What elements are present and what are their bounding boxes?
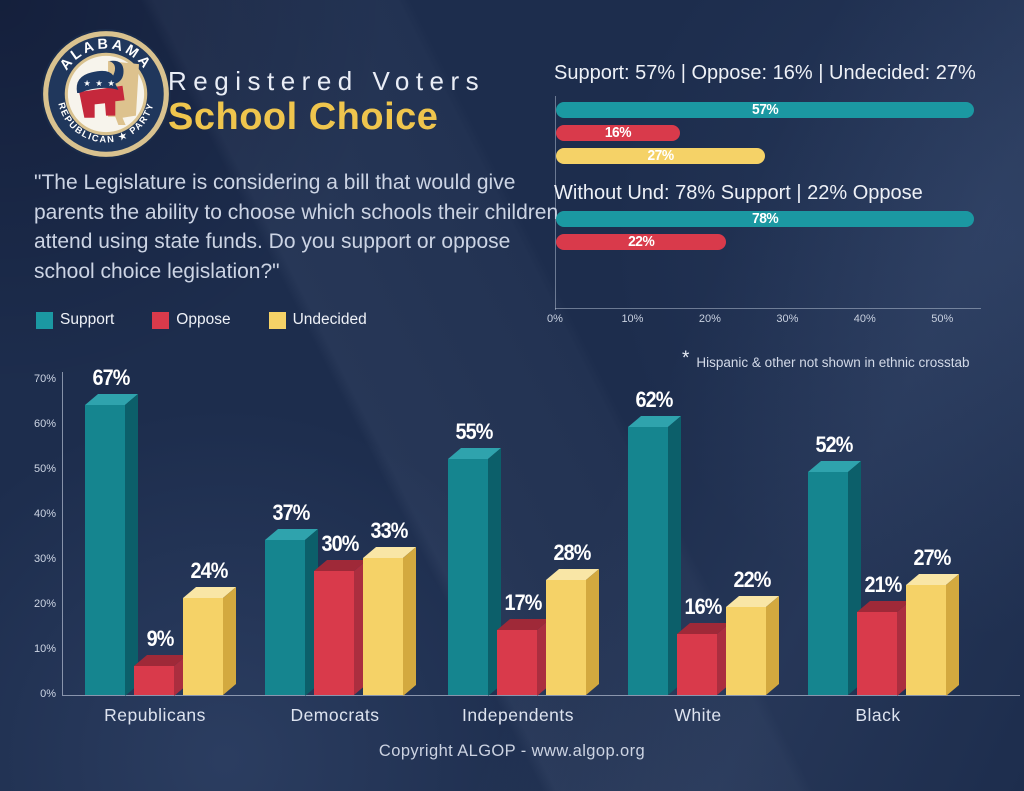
mini-chart-x-tick: 40% (853, 313, 876, 325)
oppose-swatch-icon (152, 311, 170, 329)
mini-bar-undecided: 27% (556, 147, 766, 164)
bar-value-label: 37% (272, 499, 311, 525)
bar-value-label: 9% (146, 625, 175, 651)
main-chart-y-tick: 60% (33, 418, 56, 430)
bar-value-label: 33% (370, 517, 409, 543)
mini-chart-x-tick: 20% (698, 313, 721, 325)
category-label-republicans: Republicans (104, 705, 206, 725)
bar-value-label: 55% (455, 418, 494, 444)
mini-bar-value-label: 78% (752, 210, 779, 227)
report-kicker: Registered Voters (168, 66, 486, 96)
mini-bar-support: 78% (556, 210, 975, 227)
bar-side-face (223, 586, 236, 695)
bar-republicans-oppose (134, 654, 188, 695)
bar-black-undecided (906, 573, 960, 695)
mini-bar-value-label: 22% (628, 233, 655, 250)
page-title: School Choice (168, 96, 439, 138)
bar-independents-oppose (497, 618, 551, 695)
bar-value-label: 16% (684, 594, 723, 619)
main-chart-y-tick: 30% (33, 553, 56, 565)
main-chart-y-tick: 20% (33, 598, 56, 610)
footnote-text: Hispanic & other not shown in ethnic cro… (696, 355, 970, 370)
bar-value-label: 62% (635, 387, 674, 412)
mini-chart-x-axis (555, 308, 981, 309)
legend-item-oppose: Oppose (152, 311, 231, 329)
category-label-independents: Independents (461, 705, 575, 725)
main-chart-y-tick: 10% (33, 643, 56, 655)
crosstab-footnote: * Hispanic & other not shown in ethnic c… (682, 348, 970, 374)
legend-label: Undecided (292, 311, 367, 328)
category-label-black: Black (855, 705, 901, 725)
bar-value-label: 67% (92, 364, 131, 390)
bar-black-oppose (857, 600, 911, 695)
mini-bar-value-label: 27% (647, 147, 674, 164)
bar-side-face (403, 546, 416, 695)
category-label-democrats: Democrats (290, 705, 380, 725)
bar-value-label: 52% (815, 432, 854, 457)
copyright-footer: Copyright ALGOP - www.algop.org (378, 742, 646, 760)
chart-legend: Support Oppose Undecided (36, 311, 367, 329)
mini-bar-value-label: 16% (604, 124, 632, 141)
mini-chart-x-tick: 0% (547, 313, 563, 325)
legend-item-support: Support (36, 311, 114, 329)
mini-chart: Support: 57% | Oppose: 16% | Undecided: … (547, 62, 1000, 340)
bar-white-undecided (726, 595, 780, 695)
bar-side-face (766, 595, 779, 695)
bar-value-label: 22% (733, 567, 772, 592)
bar-democrats-undecided (363, 546, 417, 695)
bar-value-label: 24% (190, 558, 229, 583)
bar-independents-undecided (546, 568, 600, 695)
support-swatch-icon (36, 311, 53, 329)
bar-value-label: 27% (913, 544, 952, 570)
mini-bar-oppose: 22% (556, 233, 727, 250)
bar-value-label: 30% (321, 531, 360, 556)
mini-chart-x-tick: 30% (776, 313, 799, 325)
bar-white-oppose (677, 622, 731, 695)
main-chart-y-tick: 0% (40, 688, 56, 700)
main-chart-x-axis (62, 695, 1020, 696)
main-chart-y-tick: 40% (33, 508, 56, 520)
mini-chart-section-title: Without Und: 78% Support | 22% Oppose (554, 182, 923, 204)
undecided-swatch-icon (268, 311, 286, 329)
mini-chart-x-tick: 10% (621, 313, 644, 325)
bar-value-label: 21% (864, 571, 903, 597)
bar-democrats-oppose (314, 559, 368, 695)
main-chart: 0% 10% 20% 30% 40% 50% 60% 70% 67% 9% 24% Republica… (0, 360, 1024, 760)
bar-democrats-support (265, 528, 319, 695)
bar-black-support (808, 460, 862, 695)
bar-white-support (628, 415, 682, 695)
legend-item-undecided: Undecided (268, 311, 367, 329)
mini-bar-oppose: 16% (556, 125, 680, 141)
mini-bar-support: 57% (556, 101, 975, 118)
main-chart-y-tick: 50% (33, 463, 56, 475)
category-label-white: White (674, 705, 722, 725)
mini-chart-y-axis (555, 96, 556, 310)
elephant-stars: ★ ★ ★ (83, 78, 116, 88)
bar-independents-support (448, 447, 502, 695)
asterisk-icon: * (682, 348, 690, 369)
main-chart-y-tick: 70% (33, 373, 56, 385)
mini-chart-section-title: Support: 57% | Oppose: 16% | Undecided: … (554, 62, 976, 84)
main-chart-y-axis (62, 372, 63, 695)
bar-republicans-undecided (183, 586, 237, 695)
legend-label: Oppose (176, 311, 231, 328)
bar-side-face (586, 568, 599, 695)
mini-bar-value-label: 57% (752, 101, 779, 118)
mini-chart-x-tick: 50% (931, 313, 954, 325)
algop-logo: ALABAMA REPUBLICAN ★ PARTY ★ ★ ★ (41, 29, 171, 159)
bar-value-label: 17% (504, 589, 543, 615)
bar-value-label: 28% (553, 540, 592, 565)
bar-republicans-support (85, 393, 139, 695)
elephant-icon: ★ ★ ★ (76, 60, 125, 118)
legend-label: Support (60, 311, 115, 328)
poll-question: "The Legislature is considering a bill t… (34, 171, 559, 283)
bar-side-face (946, 573, 959, 695)
